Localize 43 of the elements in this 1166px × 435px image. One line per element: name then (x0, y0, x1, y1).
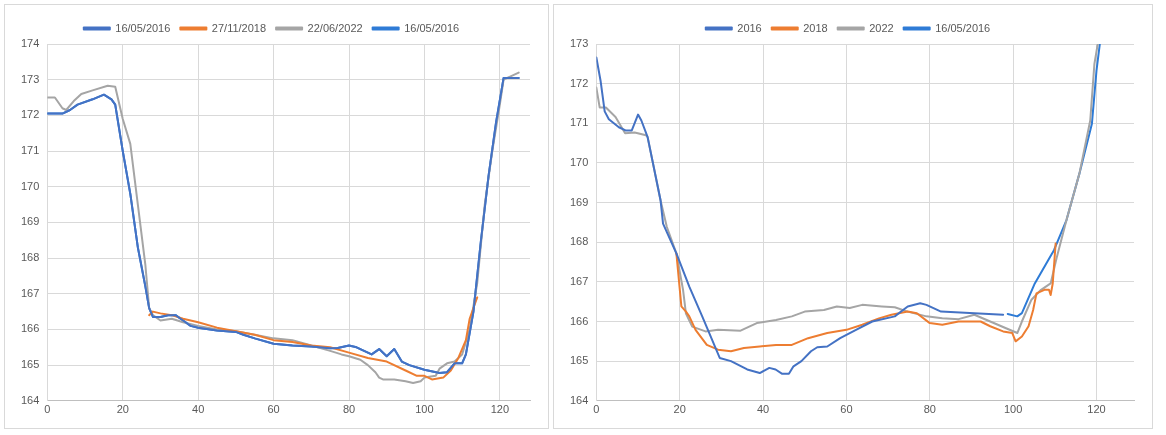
x-tick-label: 80 (923, 403, 936, 416)
y-tick-label: 173 (569, 37, 589, 50)
y-tick-label: 166 (20, 322, 40, 335)
legend-label: 2022 (869, 21, 894, 34)
x-tick-label: 100 (1003, 403, 1023, 416)
x-tick-label: 100 (415, 403, 434, 416)
y-tick-label: 172 (569, 76, 589, 89)
y-tick-label: 165 (569, 354, 589, 367)
y-tick-label: 174 (20, 37, 40, 50)
x-tick-label: 0 (593, 403, 600, 416)
y-tick-label: 168 (20, 251, 40, 264)
x-tick-label: 120 (1087, 403, 1106, 416)
y-tick-label: 168 (569, 235, 589, 248)
x-tick-label: 120 (490, 403, 510, 416)
legend-label: 16/05/2016 (115, 21, 171, 34)
y-tick-label: 170 (569, 155, 589, 168)
x-tick-label: 60 (840, 403, 853, 416)
x-tick-label: 40 (192, 403, 205, 416)
legend-label: 2018 (803, 21, 828, 34)
legend-label: 27/11/2018 (211, 21, 267, 34)
x-tick-label: 20 (116, 403, 129, 416)
y-tick-label: 173 (20, 72, 40, 85)
x-tick-label: 60 (267, 403, 280, 416)
y-tick-label: 164 (569, 393, 589, 406)
y-tick-label: 169 (569, 195, 589, 208)
y-tick-label: 172 (20, 108, 40, 121)
y-tick-label: 169 (20, 215, 40, 228)
x-tick-label: 20 (673, 403, 686, 416)
legend-label: 22/06/2022 (307, 21, 363, 34)
legend-label: 16/05/2016 (935, 21, 991, 34)
y-tick-label: 164 (20, 393, 40, 406)
legend-label: 16/05/2016 (404, 21, 460, 34)
y-tick-label: 167 (569, 274, 589, 287)
x-tick-label: 40 (756, 403, 770, 416)
x-tick-label: 0 (44, 403, 51, 416)
x-tick-label: 80 (342, 403, 356, 416)
y-tick-label: 170 (20, 179, 40, 192)
y-tick-label: 171 (569, 116, 589, 129)
legend-label: 2016 (737, 21, 762, 34)
y-tick-label: 165 (20, 358, 40, 371)
y-tick-label: 166 (569, 314, 589, 327)
y-tick-label: 167 (20, 286, 40, 299)
y-tick-label: 171 (20, 144, 40, 157)
